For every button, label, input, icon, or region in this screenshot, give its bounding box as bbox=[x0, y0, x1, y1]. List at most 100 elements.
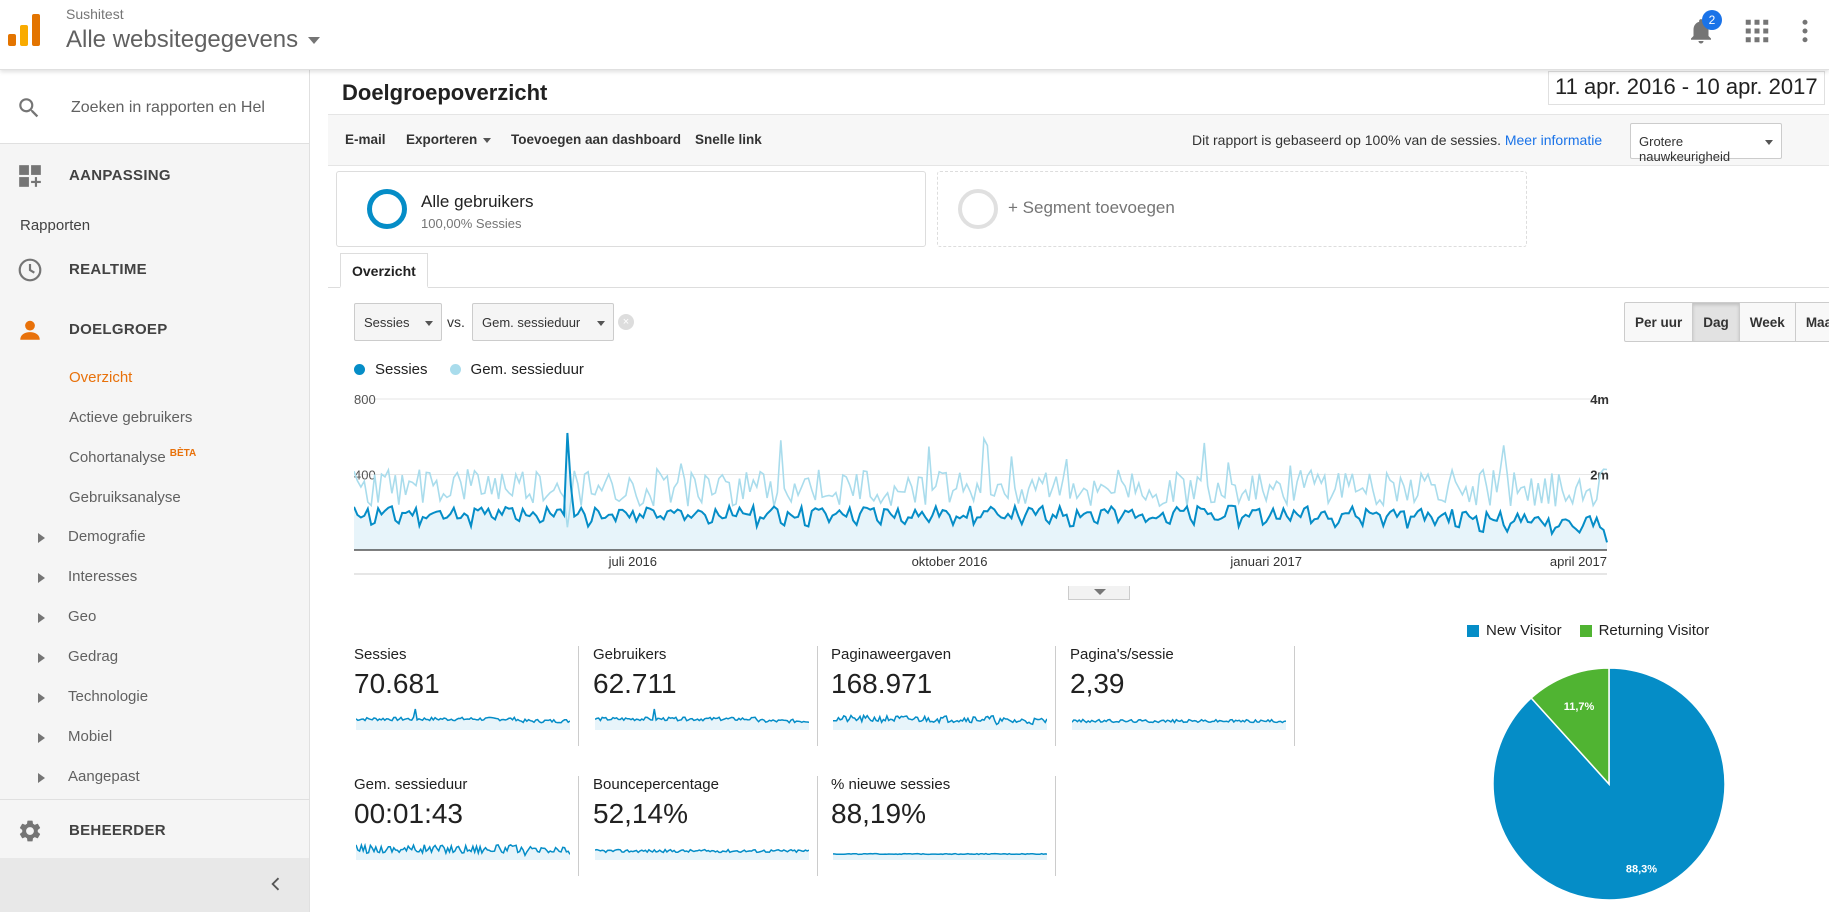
chevron-down-icon bbox=[1765, 140, 1773, 145]
legend-item-returning-visitor[interactable]: Returning Visitor bbox=[1579, 622, 1710, 639]
granularity-switch: Per uur Dag Week Maand bbox=[1624, 302, 1829, 342]
chart-legend: Sessies Gem. sessieduur bbox=[354, 361, 606, 378]
legend-item-new-visitor[interactable]: New Visitor bbox=[1467, 622, 1562, 639]
legend-item-duration[interactable]: Gem. sessieduur bbox=[449, 361, 584, 378]
x-tick-label: april 2017 bbox=[1550, 554, 1607, 569]
sidebar-item-custom[interactable]: Aangepast bbox=[0, 760, 309, 796]
export-button[interactable]: Exporteren bbox=[406, 132, 492, 147]
primary-metric-select[interactable]: Sessies bbox=[354, 303, 442, 341]
legend-dot bbox=[354, 364, 365, 375]
vs-label: vs. bbox=[447, 314, 465, 330]
more-vert-icon[interactable] bbox=[1790, 16, 1820, 46]
analytics-logo[interactable] bbox=[8, 14, 42, 46]
secondary-metric-select[interactable]: Gem. sessieduur bbox=[472, 303, 614, 341]
granularity-month[interactable]: Maand bbox=[1796, 303, 1829, 341]
legend-swatch bbox=[1467, 624, 1479, 637]
sidebar-item-geo[interactable]: Geo bbox=[0, 600, 309, 636]
more-info-link[interactable]: Meer informatie bbox=[1504, 132, 1603, 148]
add-to-dashboard-button[interactable]: Toevoegen aan dashboard bbox=[511, 132, 682, 147]
sidebar-item-behavior[interactable]: Gedrag bbox=[0, 640, 309, 676]
kpi-pages-per-session[interactable]: Pagina's/sessie 2,39 bbox=[1070, 646, 1308, 746]
kpi-label: Pagina's/sessie bbox=[1070, 646, 1174, 663]
reports-heading: Rapporten bbox=[20, 217, 91, 234]
sidebar-item-cohort[interactable]: Cohortanalyse BÈTA bbox=[69, 448, 196, 466]
tab-overview[interactable]: Overzicht bbox=[340, 253, 428, 288]
chart-resize-handle[interactable] bbox=[1068, 586, 1130, 600]
sidebar-item-usage-analysis[interactable]: Gebruiksanalyse bbox=[69, 489, 181, 506]
tab-baseline bbox=[328, 287, 1829, 288]
pie-slice-returning-visitor[interactable] bbox=[1530, 667, 1610, 786]
dashboard-plus-icon bbox=[19, 165, 41, 187]
sidebar-item-demographics[interactable]: Demografie bbox=[0, 520, 309, 556]
date-range-picker[interactable]: 11 apr. 2016 - 10 apr. 2017 bbox=[1548, 71, 1825, 105]
kpi-value: 00:01:43 bbox=[354, 798, 463, 829]
sidebar-divider bbox=[0, 799, 309, 800]
kpi-divider bbox=[817, 776, 818, 876]
kpi-bounce-rate[interactable]: Bouncepercentage 52,14% bbox=[593, 776, 831, 876]
notification-badge: 2 bbox=[1702, 10, 1722, 30]
segment-name: Alle gebruikers bbox=[421, 192, 534, 211]
collapse-sidebar-chevron-left-icon[interactable] bbox=[266, 874, 286, 894]
secondary-metric-label: Gem. sessieduur bbox=[482, 315, 581, 330]
sidebar-item-mobile[interactable]: Mobiel bbox=[0, 720, 309, 756]
sidebar-item-active-users[interactable]: Actieve gebruikers bbox=[69, 409, 193, 426]
expand-triangle-icon bbox=[38, 733, 45, 743]
legend-item-sessions[interactable]: Sessies bbox=[354, 361, 428, 378]
apps-grid-icon[interactable] bbox=[1742, 16, 1772, 46]
kpi-divider bbox=[1055, 776, 1056, 876]
sidebar-item-overview[interactable]: Overzicht bbox=[69, 369, 133, 386]
sidebar-item-audience[interactable]: DOELGROEP bbox=[0, 304, 309, 354]
clear-metric-icon[interactable]: × bbox=[618, 314, 634, 330]
report-search[interactable]: Zoeken in rapporten en Hel bbox=[0, 70, 309, 144]
y-tick-label: 400 bbox=[354, 468, 376, 483]
quick-link-button[interactable]: Snelle link bbox=[695, 132, 762, 147]
kpi-avg-session-duration[interactable]: Gem. sessieduur 00:01:43 bbox=[354, 776, 592, 876]
kpi-sparkline bbox=[595, 848, 809, 860]
sparkline-line bbox=[833, 852, 1047, 856]
sparkline-line bbox=[833, 713, 1047, 726]
granularity-week[interactable]: Week bbox=[1740, 303, 1796, 341]
precision-select[interactable]: Grotere nauwkeurigheid bbox=[1630, 123, 1782, 164]
kpi-users[interactable]: Gebruikers 62.711 bbox=[593, 646, 831, 746]
sidebar-item-label: Demografie bbox=[68, 528, 146, 545]
sparkline-area bbox=[833, 853, 1047, 860]
expand-triangle-icon bbox=[38, 693, 45, 703]
granularity-day[interactable]: Dag bbox=[1693, 303, 1740, 341]
kpi-sparkline bbox=[356, 842, 570, 860]
add-segment-button[interactable]: + Segment toevoegen bbox=[937, 171, 1527, 247]
legend-dot bbox=[449, 364, 461, 375]
account-name: Sushitest bbox=[66, 6, 124, 22]
sidebar-item-customization[interactable]: AANPASSING bbox=[0, 150, 309, 200]
expand-triangle-icon bbox=[38, 573, 45, 583]
segment-ring-icon bbox=[958, 189, 998, 229]
y-tick-label: 800 bbox=[354, 392, 376, 407]
property-selector[interactable]: Alle websitegegevens bbox=[66, 26, 321, 54]
kpi-sparkline bbox=[595, 708, 809, 730]
sparkline-line bbox=[1072, 718, 1286, 724]
sidebar-item-label: Cohortanalyse bbox=[69, 449, 166, 466]
sidebar-item-label: REALTIME bbox=[69, 260, 147, 278]
legend-label: Returning Visitor bbox=[1598, 622, 1710, 639]
sidebar-item-admin[interactable]: BEHEERDER bbox=[0, 805, 309, 855]
visitor-type-pie-chart[interactable]: 88,3% 11,7% bbox=[1489, 664, 1729, 904]
sparkline-area bbox=[595, 709, 809, 730]
kpi-new-sessions-pct[interactable]: % nieuwe sessies 88,19% bbox=[831, 776, 1069, 876]
kpi-divider bbox=[578, 646, 579, 746]
kpi-sessions[interactable]: Sessies 70.681 bbox=[354, 646, 592, 746]
kpi-value: 2,39 bbox=[1070, 668, 1125, 699]
kpi-label: Gem. sessieduur bbox=[354, 776, 468, 793]
kpi-label: Gebruikers bbox=[593, 646, 667, 663]
kpi-pageviews[interactable]: Paginaweergaven 168.971 bbox=[831, 646, 1069, 746]
granularity-hour[interactable]: Per uur bbox=[1625, 303, 1694, 341]
sidebar-item-technology[interactable]: Technologie bbox=[0, 680, 309, 716]
segment-all-users[interactable]: Alle gebruikers 100,00% Sessies bbox=[336, 171, 926, 247]
sidebar-item-realtime[interactable]: REALTIME bbox=[0, 244, 309, 294]
kpi-label: % nieuwe sessies bbox=[831, 776, 951, 793]
legend-label: Gem. sessieduur bbox=[470, 361, 584, 378]
sampling-info: Dit rapport is gebaseerd op 100% van de … bbox=[1192, 132, 1602, 148]
sidebar-item-interests[interactable]: Interesses bbox=[0, 560, 309, 596]
search-icon bbox=[19, 98, 39, 118]
sparkline-line bbox=[595, 848, 809, 854]
email-button[interactable]: E-mail bbox=[345, 132, 386, 147]
